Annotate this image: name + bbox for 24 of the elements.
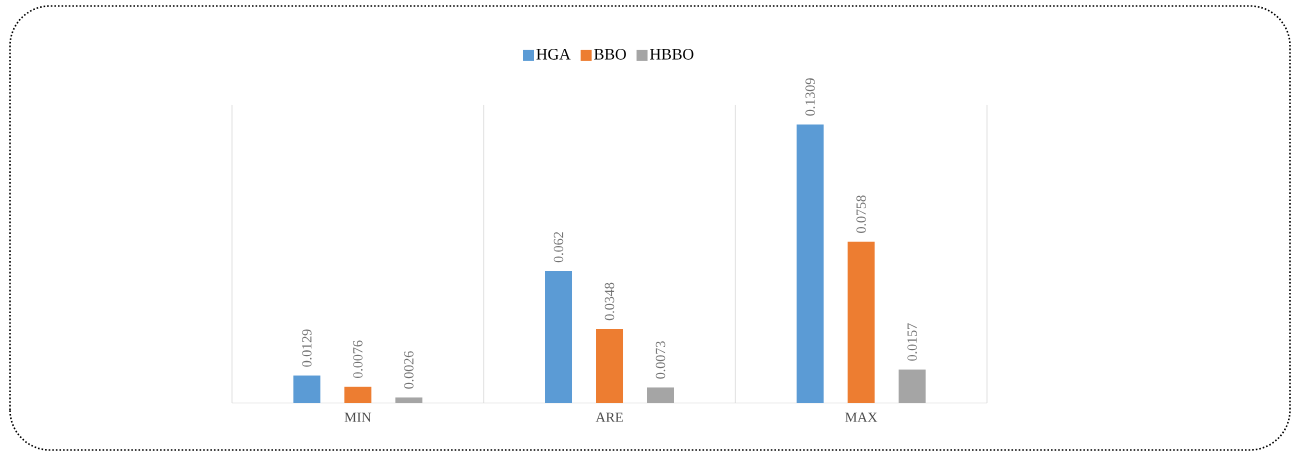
bar	[847, 241, 875, 403]
data-label: 0.0073	[655, 341, 666, 379]
bar	[293, 375, 321, 403]
legend-label: BBO	[594, 48, 626, 60]
bar	[545, 271, 573, 403]
bar	[898, 369, 926, 403]
bar	[647, 387, 675, 403]
data-label: 0.062	[553, 232, 564, 263]
data-label: 0.0026	[404, 351, 414, 389]
data-label: 0.0348	[604, 282, 615, 321]
data-label: 0.0129	[302, 329, 312, 367]
bar	[596, 328, 624, 403]
bar	[796, 124, 824, 403]
x-tick-label: ARE	[595, 412, 623, 422]
data-label: 0.0758	[856, 195, 866, 233]
data-label: 0.1309	[805, 78, 815, 116]
data-label: 0.0157	[907, 323, 917, 361]
x-tick-label: MIN	[344, 412, 372, 422]
bar	[344, 386, 372, 403]
legend-label: HGA	[536, 48, 571, 60]
x-tick-label: MAX	[845, 412, 878, 422]
data-label: 0.0076	[353, 340, 363, 379]
legend-label: HBBO	[650, 48, 694, 60]
bar	[395, 397, 423, 403]
